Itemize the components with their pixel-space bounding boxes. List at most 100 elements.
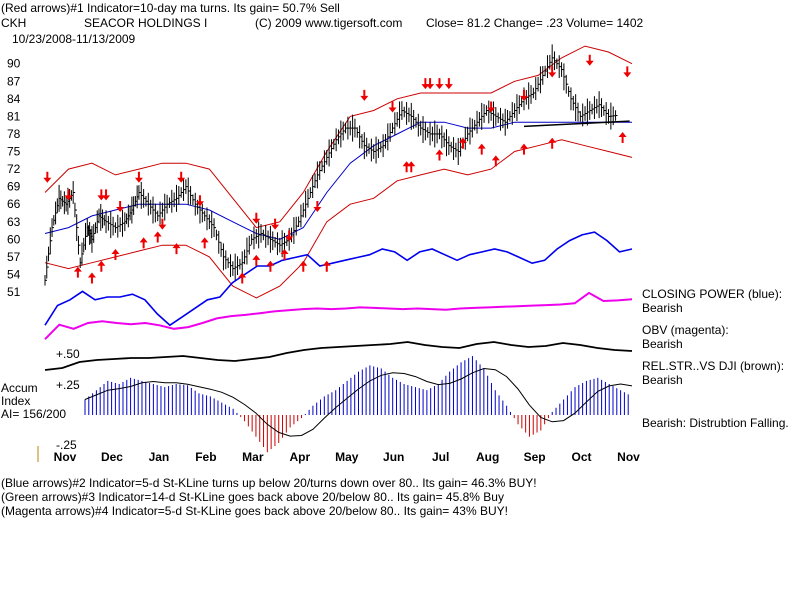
closing-power-line	[44, 231, 633, 327]
buy-arrow	[139, 237, 148, 249]
relstr-label: REL.STR..VS DJI (brown):	[642, 359, 785, 373]
buy-arrow	[73, 266, 82, 278]
buy-arrow	[97, 260, 106, 272]
obv-line	[44, 291, 633, 340]
buy-arrow	[266, 260, 275, 272]
trend-line	[523, 120, 630, 128]
sell-arrow	[487, 101, 496, 113]
x-tick-label: May	[335, 450, 359, 464]
sell-arrow	[426, 78, 435, 90]
buy-arrow	[238, 272, 247, 284]
y-tick-label: 87	[7, 74, 21, 88]
sell-arrow	[623, 66, 632, 78]
sell-arrow	[158, 218, 167, 230]
relstr-line	[44, 341, 633, 371]
sell-arrow	[64, 189, 73, 201]
obv-status: Bearish	[642, 337, 683, 351]
buy-arrow	[299, 260, 308, 272]
buy-arrow	[407, 161, 416, 173]
x-tick-label: Nov	[617, 450, 640, 464]
sell-arrow	[313, 201, 322, 213]
buy-arrow	[200, 237, 209, 249]
buy-arrow	[111, 249, 120, 261]
footer-line2: (Green arrows)#3 Indicator=14-d St-KLine…	[1, 490, 504, 504]
accum-ma-line	[84, 367, 633, 437]
tick-plus50: +.50	[56, 347, 80, 361]
sell-arrow	[271, 218, 280, 230]
x-tick-label: Sep	[524, 450, 546, 464]
x-tick-label: Aug	[476, 450, 499, 464]
company-name: SEACOR HOLDINGS I	[84, 16, 208, 30]
x-tick-label: Feb	[195, 450, 216, 464]
footer-line3: (Magenta arrows)#4 Indicator=5-d St-KLin…	[1, 504, 508, 518]
buy-arrow	[402, 161, 411, 173]
ticker-symbol: CKH	[1, 16, 27, 30]
buy-arrow	[618, 131, 627, 143]
y-tick-label: 78	[7, 127, 21, 141]
close-volume-text: Close= 81.2 Change= .23 Volume= 1402	[426, 16, 644, 30]
sell-arrow	[444, 78, 453, 90]
tick-plus25: +.25	[56, 378, 80, 392]
buy-arrow	[280, 249, 289, 261]
y-tick-label: 54	[7, 267, 21, 281]
buy-arrow	[153, 231, 162, 243]
sell-arrow	[195, 195, 204, 207]
sell-arrow	[548, 66, 557, 78]
closing-power-status: Bearish	[642, 301, 683, 315]
y-tick-label: 90	[7, 57, 21, 71]
lower-band-line	[44, 139, 633, 299]
y-tick-label: 66	[7, 197, 21, 211]
y-tick-label: 84	[7, 92, 21, 106]
buy-arrow	[491, 155, 500, 167]
y-tick-label: 60	[7, 232, 21, 246]
relstr-status: Bearish	[642, 373, 683, 387]
x-tick-label: Jul	[432, 450, 449, 464]
sell-arrow	[97, 189, 106, 201]
buy-arrow	[519, 143, 528, 155]
x-tick-label: Jan	[149, 450, 170, 464]
buy-arrow	[548, 137, 557, 149]
sell-arrow	[585, 54, 594, 66]
x-tick-label: Apr	[289, 450, 310, 464]
x-tick-label: Nov	[54, 450, 77, 464]
y-tick-label: 75	[7, 145, 21, 159]
copyright-text: (C) 2009 www.tigersoft.com	[255, 16, 403, 30]
accum-status: Bearish: Distrubtion Falling.	[642, 416, 789, 430]
sell-arrow	[134, 171, 143, 183]
sell-arrow	[388, 101, 397, 113]
buy-arrow	[435, 149, 444, 161]
sell-arrow	[435, 78, 444, 90]
tick-minus25: -.25	[56, 438, 77, 452]
buy-arrow	[252, 254, 261, 266]
y-tick-label: 51	[7, 285, 21, 299]
sell-arrow	[360, 89, 369, 101]
footer-line1: (Blue arrows)#2 Indicator=5-d St-KLine t…	[1, 476, 537, 490]
accum-title: Accum	[1, 381, 38, 395]
y-tick-label: 63	[7, 215, 21, 229]
moving-average-line	[44, 121, 632, 240]
buy-arrow	[87, 272, 96, 284]
x-tick-label: Jun	[383, 450, 404, 464]
buy-arrow	[322, 260, 331, 272]
sell-arrow	[252, 212, 261, 224]
x-tick-label: Oct	[572, 450, 592, 464]
date-range: 10/23/2008-11/13/2009	[12, 32, 136, 46]
closing-power-label: CLOSING POWER (blue):	[642, 287, 783, 301]
x-tick-label: Mar	[242, 450, 264, 464]
sell-arrow	[177, 171, 186, 183]
buy-arrow	[477, 143, 486, 155]
sell-arrow	[43, 171, 52, 183]
y-tick-label: 72	[7, 162, 21, 176]
sell-arrow	[102, 189, 111, 201]
sell-arrow	[519, 89, 528, 101]
buy-arrow	[458, 137, 467, 149]
accum-index-label: Index	[1, 394, 31, 408]
y-tick-label: 57	[7, 250, 21, 264]
accum-ai-label: AI= 156/200	[1, 407, 67, 421]
indicator1-title: (Red arrows)#1 Indicator=10-day ma turns…	[1, 1, 340, 15]
y-tick-label: 69	[7, 180, 21, 194]
obv-label: OBV (magenta):	[642, 323, 729, 337]
x-tick-label: Dec	[101, 450, 123, 464]
sell-arrow	[421, 78, 430, 90]
